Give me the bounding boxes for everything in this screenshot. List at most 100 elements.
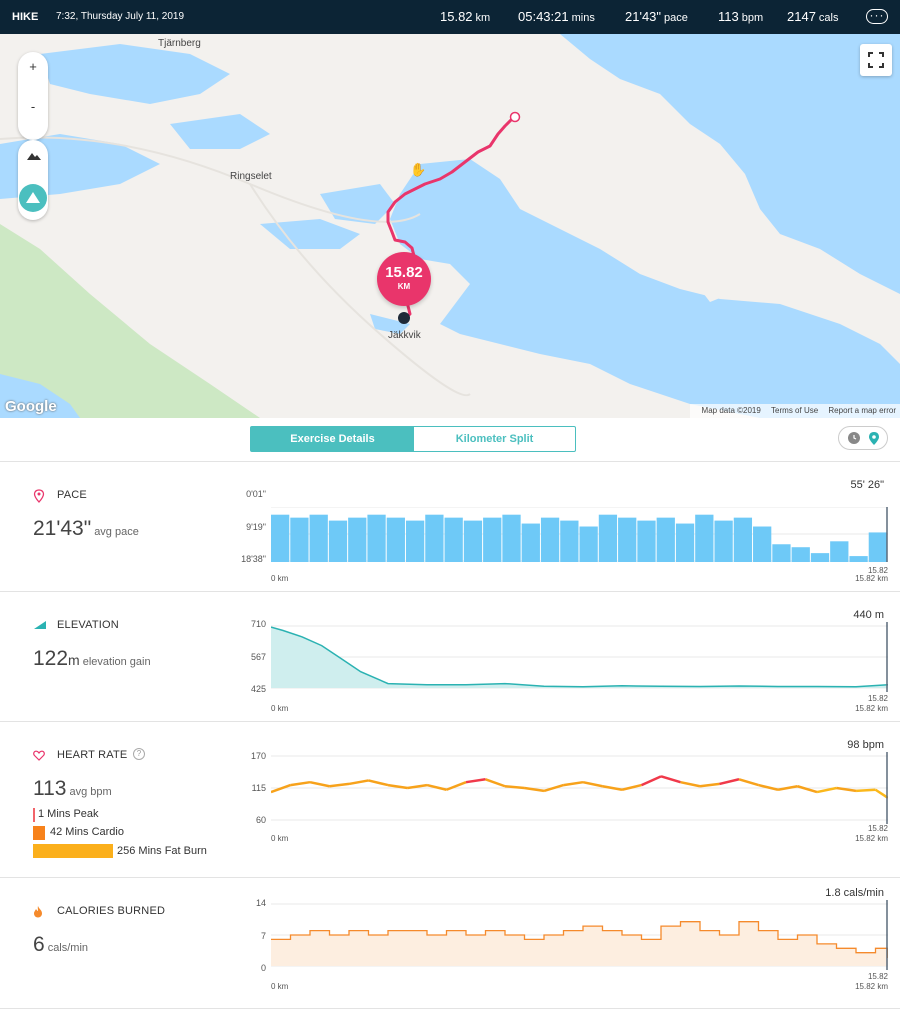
hr-segment (524, 786, 545, 793)
end-marker-label: 15.82 (867, 824, 888, 833)
location-pin-icon[interactable] (869, 432, 879, 445)
zoom-out-button[interactable]: - (30, 99, 36, 114)
pace-bar (425, 514, 444, 562)
hr-segment (660, 775, 681, 784)
y-tick: 60 (255, 815, 266, 825)
pace-bar (791, 547, 810, 562)
pace-bar (271, 514, 290, 562)
pace-bar (579, 526, 598, 562)
map-attribution: Map data ©2019 Terms of Use Report a map… (689, 404, 900, 418)
activity-datetime: 7:32, Thursday July 11, 2019 (56, 11, 185, 22)
pace-bar (637, 520, 656, 562)
hr-segment (874, 788, 888, 799)
pace-bar (830, 541, 849, 562)
x-tick-end: 15.82 km (855, 574, 888, 583)
tab-exercise-details[interactable]: Exercise Details (251, 427, 414, 451)
route-map[interactable]: ✋ + - Tjärnberg Ringselet Jäkkvik 15.82 … (0, 34, 900, 418)
hr-segment (290, 780, 311, 787)
elevation-line (271, 626, 888, 688)
pace-bar (618, 517, 637, 562)
hr-segment (271, 783, 291, 794)
max-value-label: 55' 26" (850, 479, 884, 491)
hr-segment (426, 783, 447, 791)
y-tick: 170 (250, 751, 266, 761)
elevation-chart[interactable] (271, 622, 888, 692)
hr-segment (465, 778, 486, 784)
hr-segment (348, 779, 369, 786)
pace-section: PACE 21'43" avg pace 0'01" 9'19" 18'38" 5… (0, 461, 900, 592)
map-tiles: ✋ (0, 34, 900, 418)
pace-bar (502, 514, 521, 562)
hr-segment (602, 785, 623, 791)
elevation-summary: 122m elevation gain (33, 647, 151, 670)
end-marker-label: 15.82 (867, 972, 888, 981)
pace-bar (444, 517, 463, 562)
hr-segment (699, 782, 720, 788)
place-label: Tjärnberg (158, 38, 201, 49)
pace-bar (598, 514, 618, 562)
view-toggle (838, 426, 888, 450)
clock-icon[interactable] (848, 432, 860, 444)
hr-segment (329, 782, 350, 788)
more-options-button[interactable]: ··· (866, 9, 888, 24)
pace-bar (868, 532, 887, 562)
tab-kilometer-split[interactable]: Kilometer Split (455, 433, 534, 445)
section-title: PACE (57, 489, 87, 501)
x-tick-start: 0 km (271, 574, 289, 583)
pace-bar (386, 517, 405, 562)
max-value-label: 98 bpm (847, 739, 884, 751)
x-tick-start: 0 km (271, 834, 289, 843)
calories-chart[interactable] (271, 900, 888, 970)
y-tick: 7 (260, 931, 266, 941)
end-marker-label: 15.82 (867, 566, 888, 575)
elevation-area (271, 627, 888, 688)
place-label: Jäkkvik (388, 330, 421, 341)
hr-segment (387, 783, 408, 790)
hr-segment (621, 783, 642, 791)
heart-rate-section: HEART RATE ? 113 avg bpm 1 Mins Peak 42 M… (0, 721, 900, 878)
pace-bar (463, 520, 483, 562)
y-tick: 9'19" (246, 522, 266, 532)
pace-summary: 21'43" avg pace (33, 517, 139, 540)
terms-link[interactable]: Terms of Use (771, 406, 819, 415)
pace-bar (405, 520, 425, 562)
elevation-section: ELEVATION 122m elevation gain 710 567 425… (0, 591, 900, 722)
hr-segment (836, 786, 857, 793)
hr-segment (504, 785, 525, 790)
fullscreen-button[interactable] (860, 44, 892, 76)
pace-chart[interactable] (271, 507, 888, 562)
terrain-icon[interactable] (27, 153, 41, 160)
map-type-controls (18, 140, 48, 220)
more-icon: ··· (869, 8, 885, 22)
pace-bar (367, 514, 386, 562)
pace-bar (849, 556, 868, 562)
section-title: HEART RATE (57, 749, 128, 761)
section-title: CALORIES BURNED (57, 905, 166, 917)
stat-duration: 05:43:21 mins (518, 9, 595, 24)
stat-heart-rate: 113 bpm (718, 9, 764, 24)
pace-bar (560, 520, 579, 562)
stat-pace: 21'43" pace (625, 9, 688, 24)
pace-bar (290, 517, 309, 562)
pace-bar (521, 523, 540, 562)
section-title: ELEVATION (57, 619, 119, 631)
hr-segment (738, 778, 759, 787)
heart-rate-chart[interactable] (271, 752, 888, 824)
help-icon[interactable]: ? (133, 748, 145, 760)
hr-segment (758, 783, 779, 791)
report-error-link[interactable]: Report a map error (828, 406, 896, 415)
hr-segment (680, 780, 701, 788)
hr-segment (719, 778, 740, 786)
map-data-text: Map data ©2019 (701, 406, 761, 415)
hr-segment (543, 783, 564, 793)
distance-badge: 15.82 KM (377, 252, 431, 306)
zoom-in-button[interactable]: + (29, 59, 37, 74)
hr-segment (641, 775, 662, 787)
google-logo: Google (5, 398, 57, 415)
stat-distance: 15.82 km (440, 9, 491, 24)
hr-segment (563, 780, 584, 787)
end-marker-label: 15.82 (867, 694, 888, 703)
pace-bar (753, 526, 772, 562)
pace-bar (810, 553, 830, 562)
fullscreen-icon (868, 52, 884, 68)
